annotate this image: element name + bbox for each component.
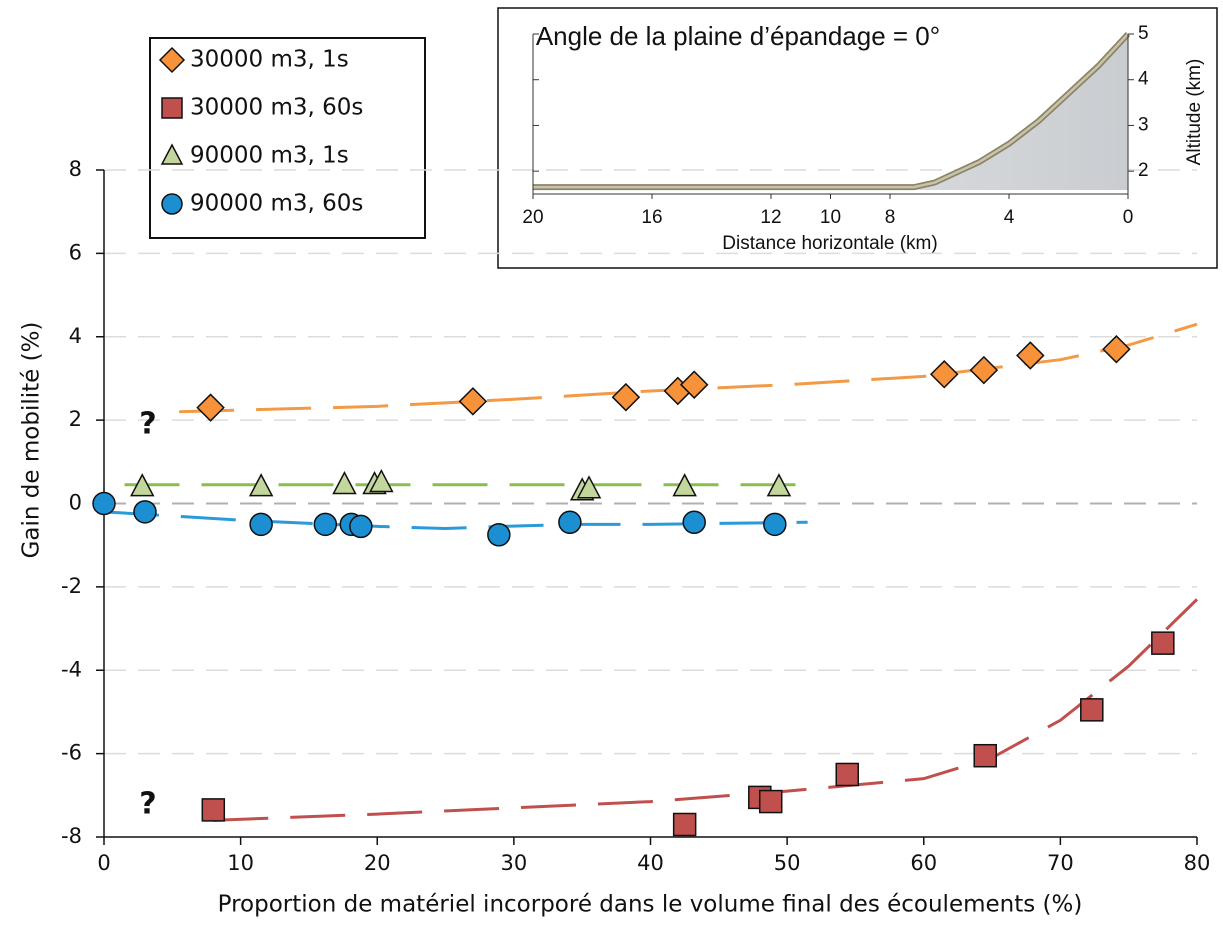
x-axis-label: Proportion de matériel incorporé dans le… bbox=[218, 892, 1083, 918]
inset-x-tick-label: 20 bbox=[522, 207, 543, 228]
inset-x-tick-label: 12 bbox=[760, 207, 781, 228]
marker bbox=[332, 471, 357, 495]
marker bbox=[201, 798, 226, 822]
y-tick-label: 0 bbox=[69, 491, 82, 515]
marker bbox=[973, 743, 997, 768]
marker bbox=[130, 473, 155, 497]
marker bbox=[313, 512, 338, 537]
profile-line bbox=[533, 33, 1129, 189]
marker bbox=[133, 500, 157, 524]
legend-marker bbox=[161, 193, 183, 215]
inset-y-tick-label: 3 bbox=[1138, 114, 1149, 135]
marker bbox=[576, 475, 602, 499]
marker bbox=[369, 468, 394, 493]
marker bbox=[349, 514, 373, 539]
trend-line bbox=[213, 598, 1199, 822]
legend-label: 90000 m3, 1s bbox=[190, 143, 349, 169]
inset-x-tick-label: 8 bbox=[885, 207, 896, 228]
marker bbox=[196, 393, 225, 422]
x-tick-label: 20 bbox=[364, 851, 391, 875]
marker bbox=[763, 512, 787, 537]
marker bbox=[248, 473, 274, 497]
y-tick-label: 4 bbox=[69, 324, 82, 348]
legend-box bbox=[149, 37, 426, 239]
marker bbox=[92, 491, 116, 516]
inset-x-tick-label: 16 bbox=[641, 207, 662, 228]
legend-marker bbox=[158, 46, 186, 74]
x-tick-label: 60 bbox=[910, 851, 937, 875]
legend-label: 30000 m3, 60s bbox=[190, 95, 363, 121]
marker bbox=[929, 360, 959, 389]
x-tick-label: 30 bbox=[501, 851, 528, 875]
legend-label: 90000 m3, 60s bbox=[190, 191, 363, 217]
marker bbox=[679, 370, 709, 399]
marker bbox=[766, 473, 792, 497]
y-tick-label: 8 bbox=[69, 157, 82, 181]
inset-title: Angle de la plaine d’épandage = 0° bbox=[536, 21, 940, 51]
marker bbox=[1016, 341, 1045, 370]
marker bbox=[682, 510, 706, 535]
y-tick-label: -8 bbox=[61, 824, 82, 848]
marker bbox=[1151, 631, 1175, 655]
x-tick-label: 50 bbox=[774, 851, 801, 875]
marker bbox=[969, 355, 999, 385]
marker bbox=[458, 387, 488, 416]
inset-x-tick-label: 0 bbox=[1123, 207, 1134, 228]
marker bbox=[1080, 698, 1104, 722]
area bbox=[533, 34, 1128, 190]
y-tick-label: -4 bbox=[61, 657, 82, 681]
x-tick-label: 10 bbox=[227, 851, 254, 875]
legend-marker bbox=[160, 143, 184, 165]
annotation: ? bbox=[139, 787, 156, 822]
x-tick-label: 40 bbox=[637, 851, 664, 875]
inset-y-tick-label: 4 bbox=[1138, 69, 1149, 90]
marker bbox=[758, 789, 783, 814]
inset-x-tick-label: 4 bbox=[1004, 207, 1015, 228]
marker bbox=[835, 762, 859, 787]
y-tick-label: 2 bbox=[69, 407, 82, 431]
marker bbox=[249, 512, 273, 537]
legend-marker bbox=[161, 97, 183, 119]
inset-y-label: Altitude (km) bbox=[1184, 59, 1205, 166]
inset-y-tick-label: 2 bbox=[1138, 160, 1149, 181]
y-axis-label: Gain de mobilité (%) bbox=[19, 322, 45, 559]
annotation: ? bbox=[139, 407, 156, 442]
x-tick-label: 70 bbox=[1047, 851, 1074, 875]
y-tick-label: 6 bbox=[69, 240, 82, 264]
marker bbox=[672, 473, 697, 497]
inset-y-tick-label: 5 bbox=[1138, 23, 1149, 44]
marker bbox=[558, 510, 582, 535]
marker bbox=[487, 523, 511, 547]
inset-x-label: Distance horizontale (km) bbox=[722, 233, 937, 254]
marker bbox=[1102, 334, 1131, 364]
y-tick-label: -2 bbox=[61, 574, 82, 598]
legend-label: 30000 m3, 1s bbox=[190, 47, 349, 73]
x-tick-label: 80 bbox=[1184, 851, 1211, 875]
marker bbox=[611, 382, 641, 412]
marker bbox=[672, 812, 697, 837]
x-tick-label: 0 bbox=[97, 851, 110, 875]
y-tick-label: -6 bbox=[61, 741, 82, 765]
inset-x-tick-label: 10 bbox=[820, 207, 841, 228]
